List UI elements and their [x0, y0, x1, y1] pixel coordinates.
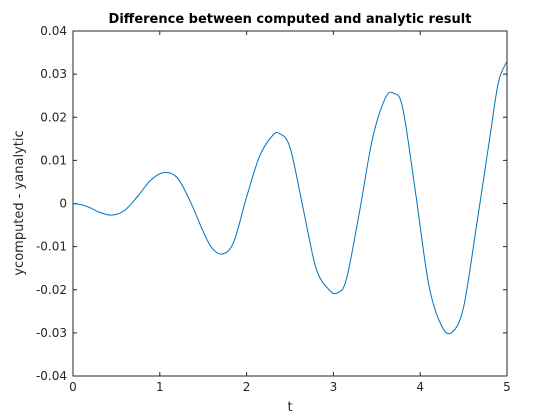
- x-tick-label: 4: [416, 380, 424, 394]
- y-tick-label: 0.02: [40, 110, 67, 124]
- x-axis-label: t: [287, 400, 292, 415]
- chart-title: Difference between computed and analytic…: [109, 12, 472, 27]
- y-tick-label: 0.04: [40, 24, 67, 38]
- y-tick-label: -0.01: [36, 240, 67, 254]
- plot-area: [72, 30, 508, 377]
- y-tick-label: -0.04: [36, 369, 67, 383]
- y-axis-ticks: -0.04 -0.03 -0.02 -0.01 0 0.01 0.02 0.03 0.04: [36, 24, 507, 383]
- y-tick-label: 0.01: [40, 153, 67, 167]
- y-tick-label: -0.02: [36, 283, 67, 297]
- x-tick-label: 2: [243, 380, 251, 394]
- x-axis-ticks: 0 1 2 3 4 5: [69, 31, 511, 394]
- x-tick-label: 1: [156, 380, 164, 394]
- y-tick-label: 0: [59, 197, 67, 211]
- series-group: [72, 60, 508, 335]
- y-tick-label: -0.03: [36, 326, 67, 340]
- x-tick-label: 3: [330, 380, 338, 394]
- y-axis-label: ycomputed - yanalytic: [12, 130, 27, 275]
- x-tick-label: 5: [503, 380, 511, 394]
- y-tick-label: 0.03: [40, 67, 67, 81]
- series-line: [72, 60, 508, 335]
- x-tick-label: 0: [69, 380, 77, 394]
